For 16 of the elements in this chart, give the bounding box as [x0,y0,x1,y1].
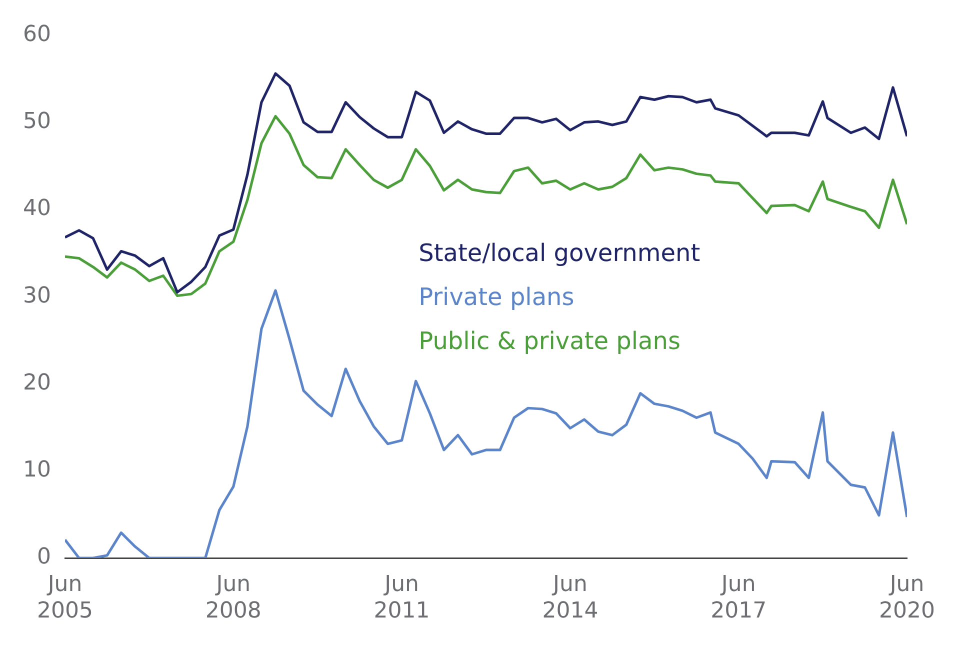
x-tick-label: Jun 2014 [542,572,598,624]
y-tick-label: 40 [23,196,51,222]
y-tick-label: 0 [37,544,51,570]
text: State/local government [418,239,700,268]
x-tick-label: Jun 2020 [879,572,936,624]
x-tick-label: Jun 2008 [205,572,262,624]
y-tick-label: 30 [23,283,51,308]
text: Public & private plans [418,327,680,356]
x-tick-label: Jun 2005 [37,572,93,624]
y-tick-label: 20 [23,370,51,396]
y-tick-label: 10 [23,458,51,483]
y-tick-label: 60 [23,22,51,47]
text: Private plans [418,283,574,312]
y-tick-label: 50 [23,109,51,134]
x-tick-label: Jun 2017 [710,572,767,624]
x-tick-label: Jun 2011 [374,572,430,624]
